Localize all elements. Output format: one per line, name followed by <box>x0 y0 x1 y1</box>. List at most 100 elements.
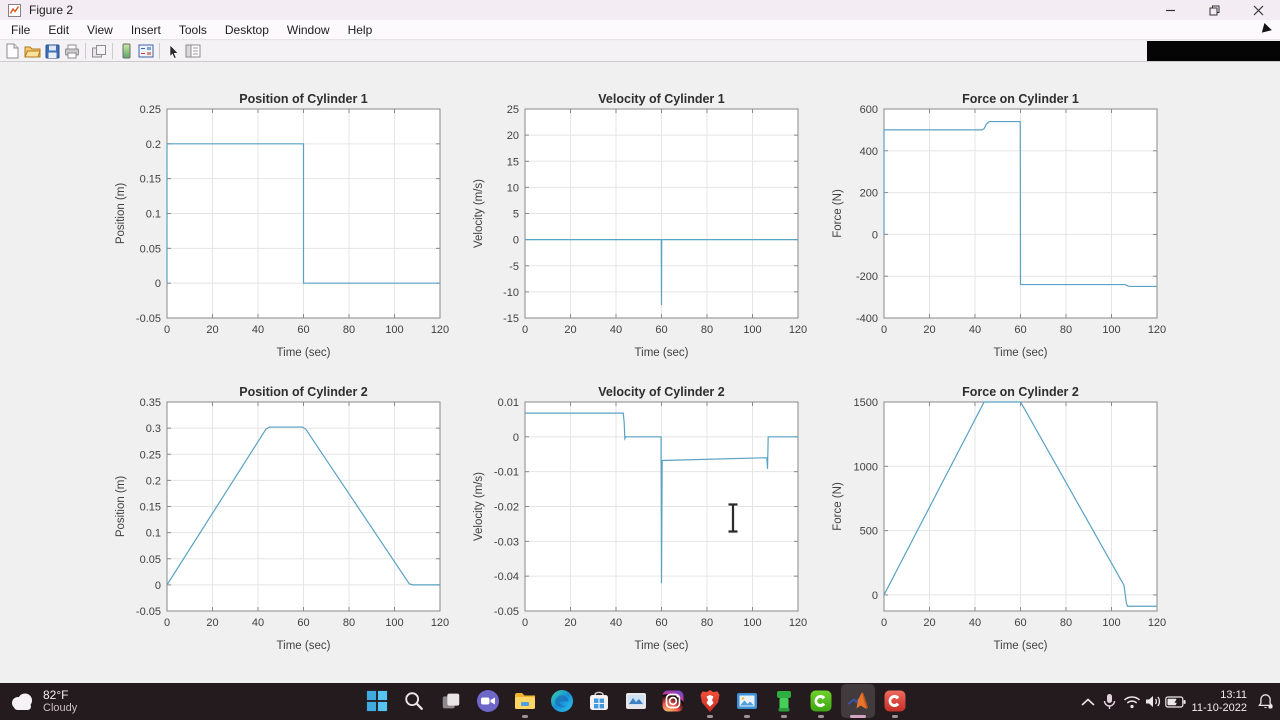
search-button[interactable] <box>397 684 431 718</box>
svg-text:5: 5 <box>513 209 519 221</box>
property-inspector-button[interactable] <box>183 42 203 61</box>
menu-window[interactable]: Window <box>286 22 330 37</box>
svg-text:-0.05: -0.05 <box>136 313 161 325</box>
svg-text:Position of Cylinder 2: Position of Cylinder 2 <box>239 385 368 399</box>
media-app-icon <box>626 693 646 709</box>
notification-bell-icon[interactable] <box>1254 683 1276 720</box>
matlab-button[interactable] <box>841 684 875 718</box>
svg-text:40: 40 <box>610 617 622 629</box>
svg-text:120: 120 <box>431 617 449 629</box>
svg-text:-5: -5 <box>509 261 519 273</box>
svg-text:60: 60 <box>1014 324 1026 336</box>
instagram-button[interactable] <box>656 684 690 718</box>
black-overlay-box <box>1147 41 1280 61</box>
svg-text:0: 0 <box>522 324 528 336</box>
svg-text:0.2: 0.2 <box>146 475 161 487</box>
volume-icon[interactable] <box>1143 683 1165 720</box>
svg-text:120: 120 <box>1148 617 1166 629</box>
svg-text:40: 40 <box>969 617 981 629</box>
photos-app-button[interactable] <box>730 684 764 718</box>
svg-text:Position (m): Position (m) <box>115 476 127 538</box>
tray-date: 11-10-2022 <box>1191 701 1247 714</box>
menu-insert[interactable]: Insert <box>130 22 161 37</box>
restore-button[interactable] <box>1192 0 1236 20</box>
svg-text:-400: -400 <box>856 313 878 325</box>
new-figure-button[interactable] <box>2 42 22 61</box>
figure-toolbar <box>0 41 1280 62</box>
print-figure-button[interactable] <box>62 42 82 61</box>
clock[interactable]: 13:11 11-10-2022 <box>1192 689 1247 715</box>
close-button[interactable] <box>1236 0 1280 20</box>
toolbar-separator <box>159 43 160 59</box>
svg-text:600: 600 <box>860 104 878 116</box>
svg-text:Velocity (m/s): Velocity (m/s) <box>473 472 485 541</box>
svg-text:Time (sec): Time (sec) <box>994 640 1048 652</box>
cloud-icon <box>12 693 32 710</box>
chat-button[interactable] <box>471 684 505 718</box>
svg-text:0: 0 <box>164 617 170 629</box>
svg-text:0: 0 <box>164 324 170 336</box>
svg-text:Force on Cylinder 2: Force on Cylinder 2 <box>962 385 1079 399</box>
pipe-app-button[interactable] <box>767 684 801 718</box>
link-plot-button[interactable] <box>89 42 109 61</box>
edit-plot-button[interactable] <box>163 42 183 61</box>
open-file-button[interactable] <box>22 42 42 61</box>
taskbar: 82°F Cloudy <box>0 683 1280 720</box>
text-cursor-pointer <box>728 501 738 535</box>
camtasia-icon <box>810 690 832 712</box>
svg-text:100: 100 <box>385 617 403 629</box>
edge-button[interactable] <box>545 684 579 718</box>
hidden-icons-chevron[interactable] <box>1077 683 1099 720</box>
plot-position-cylinder-1: 0 20 40 60 80 100 120 -0.05 0 0.05 0.1 0.15 0.2 0.25 P… <box>110 90 466 366</box>
microphone-icon[interactable] <box>1099 683 1121 720</box>
svg-text:Force on Cylinder 1: Force on Cylinder 1 <box>962 92 1079 106</box>
edge-icon <box>551 690 573 712</box>
minimize-button[interactable] <box>1148 0 1192 20</box>
wifi-icon[interactable] <box>1121 683 1143 720</box>
file-explorer-button[interactable] <box>508 684 542 718</box>
matlab-icon <box>847 692 868 709</box>
microsoft-store-button[interactable] <box>582 684 616 718</box>
camtasia-button[interactable] <box>804 684 838 718</box>
photos-app-icon <box>737 693 757 709</box>
svg-text:60: 60 <box>655 617 667 629</box>
battery-icon[interactable] <box>1165 683 1187 720</box>
insert-colorbar-button[interactable] <box>116 42 136 61</box>
weather-condition: Cloudy <box>43 701 78 714</box>
svg-text:Time (sec): Time (sec) <box>635 347 689 359</box>
menu-view[interactable]: View <box>87 22 113 37</box>
svg-text:-0.05: -0.05 <box>494 606 519 618</box>
save-figure-button[interactable] <box>42 42 62 61</box>
svg-text:Force (N): Force (N) <box>832 189 844 238</box>
svg-text:40: 40 <box>610 324 622 336</box>
svg-text:120: 120 <box>431 324 449 336</box>
menu-file[interactable]: File <box>11 22 31 37</box>
plot-force-cylinder-2: 0 20 40 60 80 100 120 0 500 1000 1500 Force on Cyli… <box>827 383 1183 659</box>
svg-text:-0.01: -0.01 <box>494 467 519 479</box>
svg-text:0.15: 0.15 <box>140 502 161 514</box>
task-view-button[interactable] <box>434 684 468 718</box>
weather-widget[interactable]: 82°F Cloudy <box>8 683 77 720</box>
svg-text:100: 100 <box>1102 617 1120 629</box>
figure-canvas: 0 20 40 60 80 100 120 -0.05 0 0.05 0.1 0.15 0.2 0.25 P… <box>0 62 1280 683</box>
media-app-button[interactable] <box>619 684 653 718</box>
insert-legend-button[interactable] <box>136 42 156 61</box>
menu-help[interactable]: Help <box>347 22 373 37</box>
menu-desktop[interactable]: Desktop <box>224 22 269 37</box>
microsoft-store-icon <box>590 691 608 710</box>
svg-text:0.05: 0.05 <box>140 243 161 255</box>
start-button[interactable] <box>360 684 394 718</box>
svg-text:0.1: 0.1 <box>146 209 161 221</box>
camtasia-recorder-button[interactable] <box>878 684 912 718</box>
svg-text:120: 120 <box>789 617 807 629</box>
svg-text:1000: 1000 <box>854 461 878 473</box>
brave-button[interactable] <box>693 684 727 718</box>
svg-text:120: 120 <box>1148 324 1166 336</box>
svg-text:0: 0 <box>522 617 528 629</box>
svg-text:100: 100 <box>743 617 761 629</box>
svg-text:0.15: 0.15 <box>140 174 161 186</box>
menu-edit[interactable]: Edit <box>48 22 70 37</box>
svg-text:0.05: 0.05 <box>140 554 161 566</box>
menu-tools[interactable]: Tools <box>178 22 207 37</box>
plot-velocity-cylinder-1: 0 20 40 60 80 100 120 -15 -10 -5 0 5 10 15 20 25 Velocit… <box>468 90 824 366</box>
